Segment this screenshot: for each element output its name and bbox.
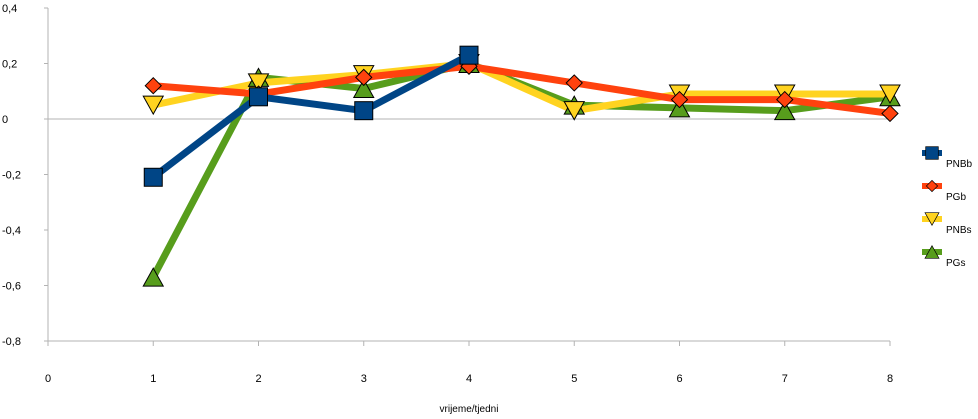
data-point-pgs (773, 100, 796, 121)
legend-marker-pnbb (925, 146, 939, 160)
x-tick-label: 4 (466, 373, 472, 385)
chart-axes: 0,4 0,2 0 -0,2 -0,4 -0,6 -0,8 0 1 2 3 4 5 6 7 8 (2, 3, 893, 385)
x-axis-title: vrijeme/tjedni (440, 404, 499, 415)
data-point-pgs (142, 267, 165, 287)
legend-label-pgb: PGb (946, 192, 966, 203)
y-tick-label: -0,2 (2, 170, 21, 182)
data-point-pgb (670, 90, 689, 109)
legend-label-pgs: PGs (946, 258, 965, 269)
y-tick-label: -0,8 (2, 336, 21, 348)
chart-legend: PNBb PGb PNBs PGs (922, 146, 973, 269)
data-point-pgb (881, 104, 899, 123)
data-point-pnbs (247, 73, 270, 93)
data-point-pgb (776, 90, 794, 109)
series-line-pnbs (149, 60, 894, 115)
x-tick-label: 8 (887, 373, 893, 385)
data-point-pgb (565, 74, 583, 92)
data-point-pnbs (879, 84, 901, 105)
series-line-pnbb (149, 51, 473, 181)
legend-label-pnbs: PNBs (946, 225, 972, 236)
data-point-pnbs (142, 95, 165, 116)
data-point-pnbb (459, 45, 479, 65)
data-point-pgs (352, 78, 375, 98)
x-tick-label: 3 (361, 373, 367, 385)
legend-marker-pgs (924, 244, 940, 259)
data-point-pgb (355, 68, 373, 87)
data-point-pnbb (249, 87, 268, 107)
data-point-pnbb (354, 101, 374, 121)
y-tick-label: -0,6 (2, 281, 21, 293)
legend-marker-pnbs (924, 212, 940, 227)
series-lines (149, 51, 894, 281)
x-tick-label: 2 (255, 373, 261, 385)
y-tick-label: -0,4 (2, 225, 21, 237)
y-tick-label: 0,2 (2, 59, 17, 71)
series-markers (142, 45, 901, 287)
x-tick-label: 6 (676, 373, 682, 385)
data-point-pnbs (563, 101, 586, 121)
legend-marker-pgb (925, 179, 939, 193)
x-tick-label: 7 (782, 373, 788, 385)
series-line-pgb (149, 62, 894, 117)
y-tick-label: 0 (2, 114, 8, 126)
x-tick-label: 1 (150, 373, 156, 385)
legend-label-pnbb: PNBb (946, 159, 973, 170)
data-point-pnbb (143, 167, 163, 187)
data-point-pgb (144, 76, 162, 95)
y-tick-label: 0,4 (2, 3, 17, 15)
x-tick-label: 0 (45, 373, 51, 385)
x-tick-label: 5 (571, 373, 577, 385)
